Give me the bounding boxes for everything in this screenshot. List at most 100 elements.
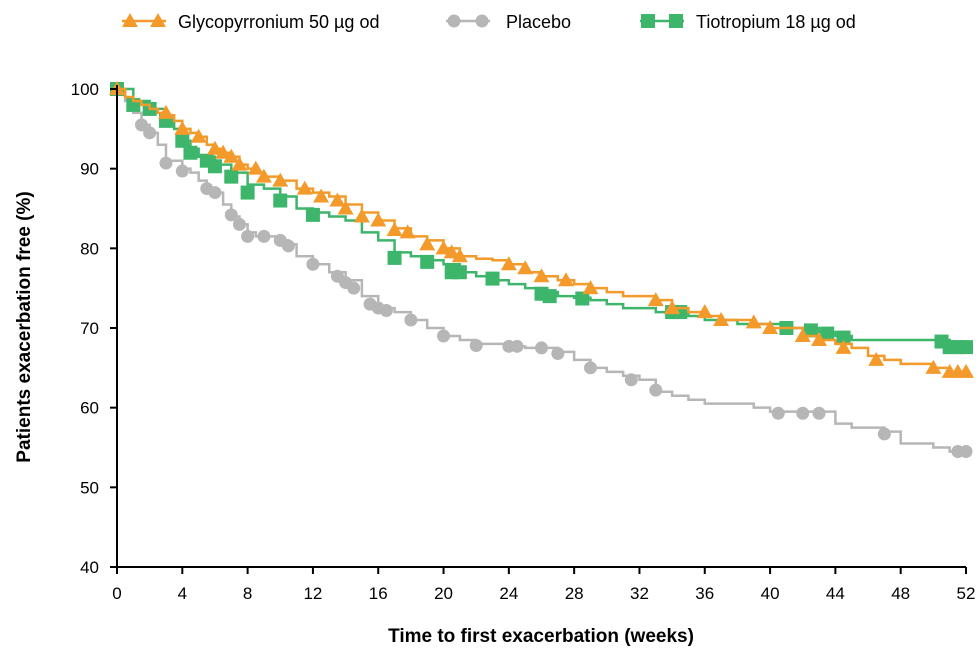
x-tick-label: 48 — [891, 584, 910, 603]
data-point — [868, 351, 885, 366]
series-line — [117, 87, 966, 374]
y-tick-label: 40 — [80, 558, 99, 577]
data-point — [451, 248, 468, 263]
data-point — [820, 326, 835, 341]
data-point — [745, 314, 762, 329]
data-point — [958, 363, 974, 378]
y-ticks: 40 50 60 70 80 90 100 — [71, 80, 117, 577]
data-point — [812, 406, 826, 420]
legend-marker — [475, 14, 489, 28]
data-point — [399, 224, 416, 239]
x-tick-label: 8 — [243, 584, 252, 603]
legend-item: Tiotropium 18 µg od — [640, 12, 856, 32]
data-point — [175, 133, 190, 148]
data-point — [959, 444, 973, 458]
x-tick-label: 52 — [957, 584, 976, 603]
data-point — [379, 303, 393, 317]
data-point — [925, 359, 942, 374]
data-point — [419, 236, 436, 251]
legend-marker — [447, 14, 461, 28]
data-point — [551, 346, 565, 360]
x-tick-label: 32 — [630, 584, 649, 603]
series-2 — [110, 82, 973, 355]
data-point — [583, 361, 597, 375]
data-point — [835, 339, 852, 354]
data-point — [206, 140, 223, 155]
data-point — [370, 212, 387, 227]
data-point — [404, 313, 418, 327]
x-tick-label: 20 — [434, 584, 453, 603]
y-tick-label: 100 — [71, 80, 99, 99]
data-point — [762, 320, 779, 334]
data-point — [183, 145, 198, 160]
data-point — [959, 340, 973, 355]
data-point — [272, 172, 289, 187]
data-point — [175, 164, 189, 178]
y-tick-label: 70 — [80, 319, 99, 338]
data-point — [313, 188, 330, 203]
data-point — [500, 256, 517, 271]
data-point — [296, 180, 313, 195]
data-point — [273, 193, 288, 208]
data-point — [836, 330, 851, 345]
data-point — [208, 186, 222, 200]
legend-marker — [122, 13, 138, 27]
x-ticks: 0 4 8 12 16 20 24 28 32 36 40 44 48 52 — [112, 567, 975, 603]
data-point — [517, 260, 534, 275]
plot-area — [109, 81, 974, 458]
data-point — [347, 281, 361, 295]
data-point — [281, 239, 295, 253]
y-tick-label: 90 — [80, 160, 99, 179]
y-tick-label: 50 — [80, 478, 99, 497]
data-point — [624, 373, 638, 387]
legend: Glycopyrronium 50 µg od Placebo Tiotropium… — [122, 12, 856, 32]
y-tick-label: 60 — [80, 399, 99, 418]
y-tick-label: 80 — [80, 239, 99, 258]
data-point — [241, 229, 255, 243]
data-point — [877, 427, 891, 441]
data-point — [485, 271, 500, 286]
x-tick-label: 44 — [826, 584, 845, 603]
data-point — [353, 208, 370, 223]
legend-item: Glycopyrronium 50 µg od — [122, 12, 379, 32]
data-point — [306, 257, 320, 271]
data-point — [469, 339, 483, 353]
data-point — [337, 200, 354, 215]
legend-marker — [641, 14, 655, 28]
x-tick-label: 24 — [499, 584, 518, 603]
data-point — [247, 160, 264, 175]
data-point — [811, 331, 828, 346]
data-point — [305, 207, 320, 222]
data-point — [535, 341, 548, 355]
series-1 — [110, 82, 973, 458]
data-point — [232, 217, 246, 231]
series-0 — [109, 81, 974, 378]
data-point — [224, 169, 239, 184]
data-point — [420, 254, 435, 269]
data-point — [231, 156, 248, 171]
data-point — [533, 268, 550, 283]
axes — [116, 85, 966, 568]
data-point — [542, 289, 557, 304]
data-point — [157, 104, 174, 119]
data-point — [215, 144, 232, 159]
data-point — [329, 192, 346, 207]
legend-label: Placebo — [506, 12, 571, 32]
data-point — [240, 185, 255, 200]
legend-label: Tiotropium 18 µg od — [696, 12, 856, 32]
data-point — [435, 240, 452, 255]
data-point — [190, 128, 207, 143]
data-point — [794, 327, 811, 342]
data-point — [255, 168, 272, 183]
data-point — [159, 156, 173, 170]
x-tick-label: 12 — [303, 584, 322, 603]
data-point — [223, 148, 240, 163]
x-tick-label: 4 — [178, 584, 187, 603]
data-point — [696, 304, 713, 319]
x-tick-label: 16 — [369, 584, 388, 603]
data-point — [174, 120, 191, 135]
y-axis-title: Patients exacerbation free (%) — [14, 191, 35, 462]
data-point — [224, 208, 238, 222]
data-point — [386, 222, 403, 237]
